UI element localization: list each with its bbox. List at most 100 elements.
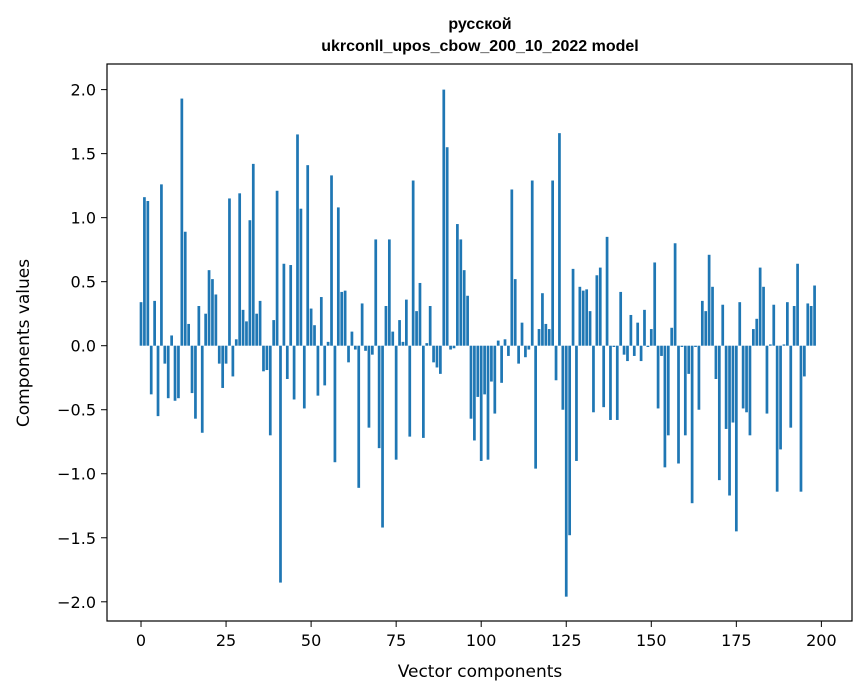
bar-135 [598,267,602,346]
bar-108 [507,345,510,356]
bar-120 [547,329,551,346]
bar-48 [302,345,306,409]
y-axis-ticks: −2.0 −1.5 −1.0 −0.5 0.0 0.5 1.0 1.5 2.0 [57,81,107,612]
bar-167 [707,254,711,346]
x-tick-label: 50 [301,631,321,650]
y-tick-label: 0.0 [71,337,96,356]
bar-52 [316,345,320,396]
bar-88 [439,345,442,374]
bar-79 [408,345,412,437]
bar-144 [629,314,633,346]
bar-169 [714,345,718,379]
bar-49 [306,165,310,346]
y-tick-label: −1.5 [57,529,96,548]
bar-122 [554,345,558,381]
bar-23 [217,345,221,364]
bar-113 [524,345,527,358]
bar-100 [479,345,483,461]
bar-83 [422,345,425,438]
bar-115 [530,180,534,346]
bar-119 [544,323,548,346]
bar-19 [204,313,208,346]
bar-130 [581,290,585,346]
bar-14 [187,323,191,346]
y-tick-label: 2.0 [71,81,96,100]
bar-193 [796,263,799,346]
bar-109 [510,189,514,346]
bar-165 [700,300,704,346]
x-tick-label: 100 [466,631,497,650]
bar-58 [336,207,340,346]
bar-72 [384,306,388,346]
bar-143 [626,345,629,362]
bar-93 [456,224,459,346]
bar-57 [333,345,337,463]
bar-75 [394,345,398,460]
bar-111 [517,345,520,364]
bar-141 [619,291,623,346]
bar-127 [571,268,575,346]
bar-13 [183,231,187,346]
bar-94 [459,239,463,346]
bar-76 [398,320,401,346]
bar-189 [782,344,786,346]
bar-178 [745,345,748,413]
bar-30 [241,309,245,346]
bar-139 [612,345,616,347]
bar-180 [751,329,755,346]
bar-62 [350,331,354,346]
bar-43 [285,345,289,379]
bar-136 [602,345,606,408]
bar-191 [789,345,793,428]
bar-95 [462,270,466,346]
bar-151 [653,262,657,346]
bar-67 [367,345,371,428]
bar-183 [762,286,765,346]
bar-91 [449,345,452,350]
bar-97 [469,345,473,419]
bar-4 [153,300,156,346]
bar-86 [432,345,435,363]
bar-66 [364,345,367,351]
bar-10 [173,345,177,401]
bar-114 [527,345,531,350]
bar-20 [207,270,211,346]
bar-185 [768,344,772,346]
bar-28 [234,339,238,346]
bar-61 [347,345,350,363]
bar-123 [558,133,561,346]
x-tick-label: 0 [136,631,146,650]
bar-87 [435,345,439,368]
bar-175 [734,345,738,532]
bar-85 [428,306,432,346]
bar-1 [143,197,146,346]
y-tick-label: 1.5 [71,145,96,164]
bar-77 [401,341,405,346]
bar-103 [490,345,493,382]
bar-184 [765,345,769,414]
bar-8 [166,345,170,399]
y-axis-label: Components values [14,259,34,427]
bar-194 [799,345,803,492]
y-tick-label: 1.0 [71,209,96,228]
bar-162 [690,345,694,504]
bar-121 [551,180,554,346]
bar-116 [534,345,537,469]
bar-80 [411,180,415,346]
bar-24 [221,345,225,388]
bar-92 [452,345,456,349]
bar-138 [609,345,612,420]
bar-154 [663,345,667,468]
bar-177 [741,345,745,409]
bar-65 [360,303,364,346]
bar-179 [748,345,752,436]
x-tick-label: 150 [636,631,667,650]
bar-110 [513,279,517,346]
bar-89 [442,89,446,346]
bar-181 [755,318,759,346]
bar-54 [323,345,327,386]
bar-98 [473,345,476,441]
bar-9 [170,335,173,346]
bar-172 [724,345,728,429]
bar-51 [313,325,316,346]
